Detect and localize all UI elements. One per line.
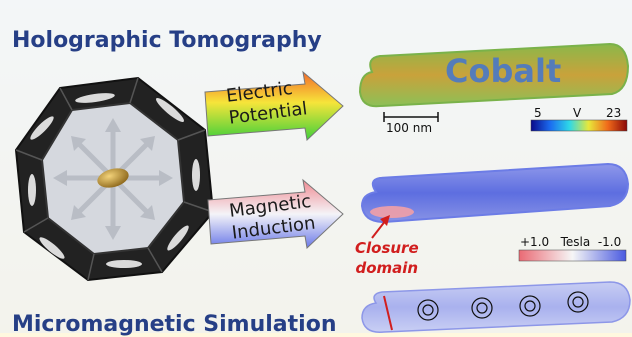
tomography-octagon — [14, 76, 215, 282]
colorbar-induction-labels: +1.0 Tesla -1.0 — [520, 235, 622, 249]
title-micromagnetic-simulation: Micromagnetic Simulation — [12, 312, 337, 337]
scale-bar-label: 100 nm — [386, 121, 433, 135]
title-holographic-tomography: Holographic Tomography — [12, 28, 322, 53]
vortex-vectors — [417, 291, 589, 321]
electric-potential-arrow — [204, 70, 344, 142]
cobalt-label: Cobalt — [445, 52, 562, 90]
closure-domain-annotation: Closure domain — [355, 238, 419, 278]
closure-pointer — [371, 215, 390, 239]
magnetic-induction-arrow — [207, 178, 344, 250]
colorbar-potential-unit: V — [573, 106, 582, 120]
closure-line1: Closure — [355, 239, 419, 257]
colorbar-potential — [530, 119, 628, 132]
colorbar-potential-min: 5 — [534, 106, 542, 120]
simulation-pointer — [383, 295, 393, 331]
cobalt-rod-induction — [360, 162, 630, 224]
closure-domain-region — [370, 206, 414, 218]
colorbar-induction — [518, 249, 627, 262]
cobalt-rod-potential — [358, 42, 630, 108]
nanowire-particle — [97, 168, 129, 188]
closure-line2: domain — [355, 259, 419, 277]
colorbar-potential-max: 23 — [606, 106, 622, 120]
scale-bar — [383, 112, 439, 122]
